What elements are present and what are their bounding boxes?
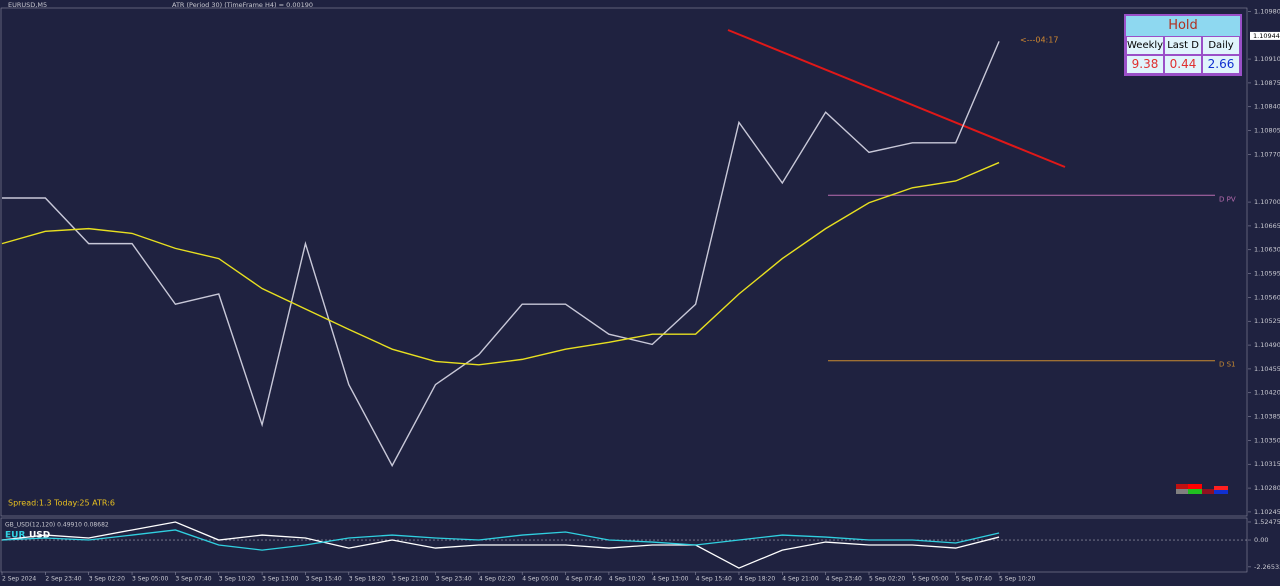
x-tick-label: 4 Sep 02:20 <box>479 576 515 583</box>
y-tick-label: 1.10840 <box>1254 103 1280 111</box>
y-tick-label: 1.10875 <box>1254 79 1280 87</box>
y-tick-label: 1.10665 <box>1254 222 1280 230</box>
x-tick-label: 3 Sep 02:20 <box>89 576 125 583</box>
y-tick-label: 1.10420 <box>1254 389 1280 397</box>
series-line <box>1 161 1000 366</box>
main-frame <box>0 7 1248 517</box>
x-tick-label: 4 Sep 10:20 <box>609 576 645 583</box>
y-tick-label: 1.10455 <box>1254 365 1280 373</box>
x-tick-label: 4 Sep 07:40 <box>566 576 602 583</box>
y-tick-label: 1.10770 <box>1254 150 1280 158</box>
y-tick-label: 1.10805 <box>1254 127 1280 135</box>
hold-table: Hold Weekly Last D Daily 9.38 0.44 2.66 <box>1124 14 1242 76</box>
sub-title: GB_USD(12,120) 0.49910 0.08682 <box>5 522 109 529</box>
table-header: Weekly Last D Daily <box>1126 36 1240 55</box>
table-header-cell: Weekly <box>1126 36 1165 55</box>
x-tick-label: 3 Sep 15:40 <box>305 576 341 583</box>
table-values: 9.38 0.44 2.66 <box>1126 55 1240 74</box>
y-tick-label: 1.10980 <box>1254 7 1280 15</box>
x-tick-label: 3 Sep 07:40 <box>175 576 211 583</box>
x-tick-label: 5 Sep 05:00 <box>912 576 948 583</box>
indicator-label: ATR (Period 30) (TimeFrame H4) = 0.00190 <box>172 1 313 9</box>
x-tick-label: 4 Sep 21:00 <box>782 576 818 583</box>
y-tick-label: -2.26533 <box>1254 563 1280 571</box>
series-line <box>2 41 1000 468</box>
x-tick-label: 5 Sep 10:20 <box>999 576 1035 583</box>
sub-frame <box>0 517 1248 573</box>
table-header-cell: Daily <box>1202 36 1240 55</box>
color-boxes <box>1176 484 1228 494</box>
level-label: D S1 <box>1219 361 1236 369</box>
legend-eur: EUR <box>5 531 25 541</box>
y-tick-label: 1.10525 <box>1254 317 1280 325</box>
x-tick-label: 2 Sep 23:40 <box>45 576 81 583</box>
symbol: EURUSD,M5 <box>8 1 47 9</box>
x-tick-label: 4 Sep 15:40 <box>696 576 732 583</box>
y-tick-label: 1.52475 <box>1254 518 1280 526</box>
x-tick-label: 5 Sep 02:20 <box>869 576 905 583</box>
y-tick-label: 1.10595 <box>1254 270 1280 278</box>
table-value-cell: 0.44 <box>1164 55 1202 74</box>
x-tick-label: 4 Sep 05:00 <box>522 576 558 583</box>
y-tick-label: 0.00 <box>1254 536 1268 544</box>
y-tick-label: 1.10490 <box>1254 341 1280 349</box>
status: Spread:1.3 Today:25 ATR:6 <box>8 499 115 508</box>
series-line <box>1 521 1000 569</box>
table-header-cell: Last D <box>1164 36 1203 55</box>
x-tick-label: 3 Sep 05:00 <box>132 576 168 583</box>
x-tick-label: 4 Sep 18:20 <box>739 576 775 583</box>
x-tick-label: 4 Sep 13:00 <box>652 576 688 583</box>
price-label: 1.10944 <box>1253 32 1280 40</box>
series-line <box>1 529 1000 551</box>
y-tick-label: 1.10385 <box>1254 413 1280 421</box>
y-tick-label: 1.10245 <box>1254 508 1280 516</box>
x-tick-label: 3 Sep 21:00 <box>392 576 428 583</box>
price-box <box>1250 31 1280 40</box>
y-tick-label: 1.10315 <box>1254 460 1280 468</box>
x-tick-label: 2 Sep 2024 <box>2 576 36 583</box>
x-tick-label: 3 Sep 10:20 <box>219 576 255 583</box>
x-tick-label: 3 Sep 18:20 <box>349 576 385 583</box>
x-tick-label: 5 Sep 07:40 <box>956 576 992 583</box>
y-tick-label: 1.10280 <box>1254 484 1280 492</box>
y-tick-label: 1.10910 <box>1254 55 1280 63</box>
level-label: D PV <box>1219 195 1236 203</box>
table-value-cell: 9.38 <box>1126 55 1164 74</box>
y-tick-label: 1.10350 <box>1254 436 1280 444</box>
table-title: Hold <box>1126 16 1240 36</box>
table-value-cell: 2.66 <box>1202 55 1240 74</box>
x-tick-label: 3 Sep 13:00 <box>262 576 298 583</box>
countdown: <---04:17 <box>1020 36 1058 45</box>
y-tick-label: 1.10630 <box>1254 246 1280 254</box>
trendline <box>727 29 1066 168</box>
x-tick-label: 3 Sep 23:40 <box>436 576 472 583</box>
x-tick-label: 4 Sep 23:40 <box>826 576 862 583</box>
y-tick-label: 1.10560 <box>1254 293 1280 301</box>
y-tick-label: 1.10700 <box>1254 198 1280 206</box>
